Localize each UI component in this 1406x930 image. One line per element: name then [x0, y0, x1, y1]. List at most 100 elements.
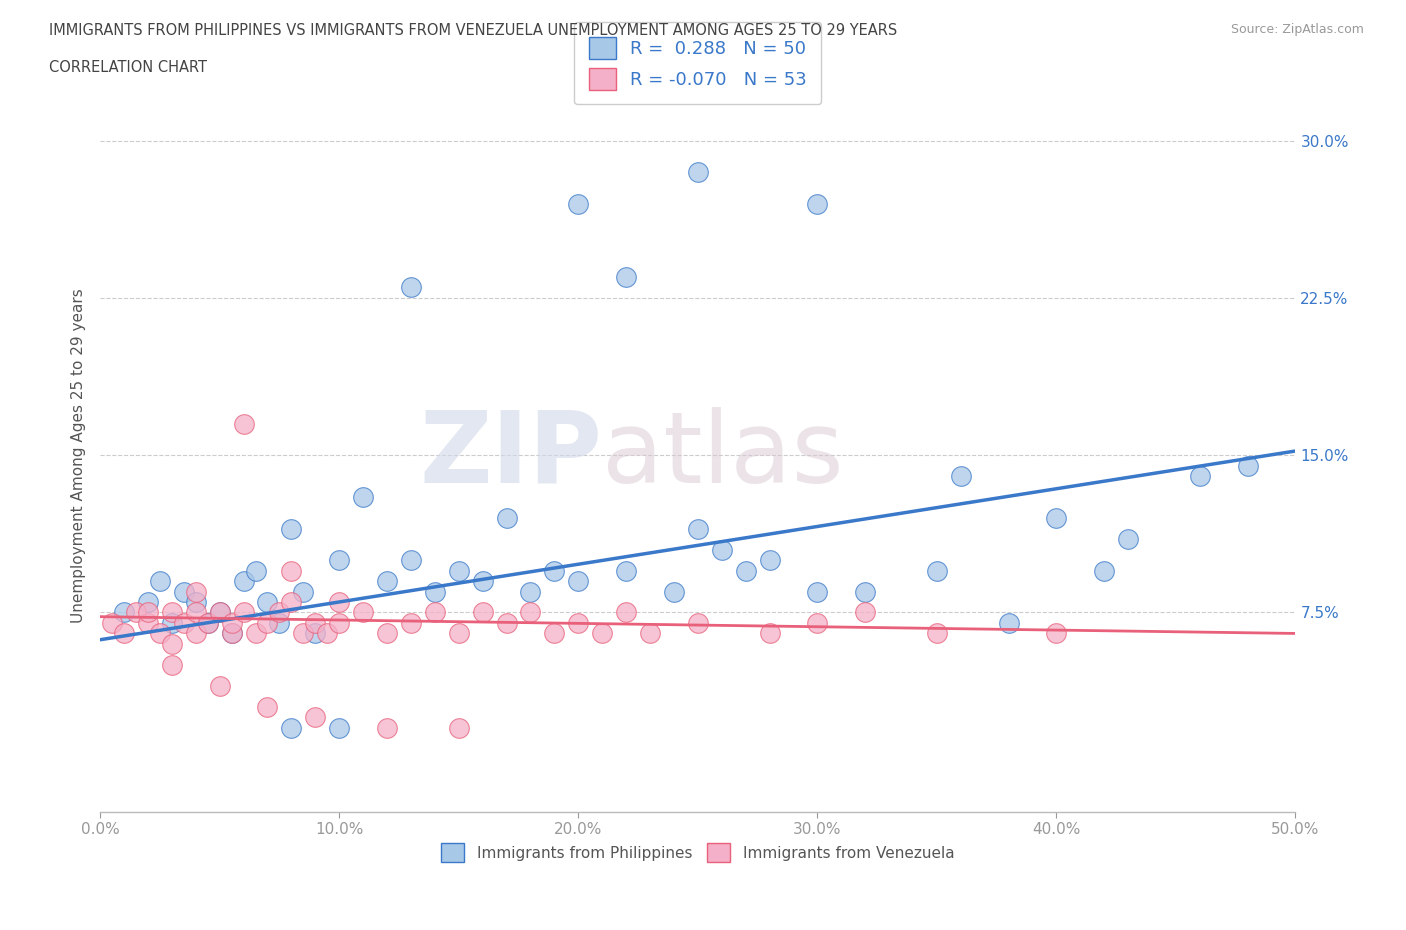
Point [245, 626, 267, 641]
Point [806, 196, 828, 211]
Point [208, 605, 231, 620]
Point [280, 563, 302, 578]
Point [1092, 563, 1115, 578]
Point [160, 616, 183, 631]
Point [184, 605, 207, 620]
Legend: Immigrants from Philippines, Immigrants from Venezuela: Immigrants from Philippines, Immigrants … [436, 837, 960, 869]
Point [925, 563, 948, 578]
Point [423, 605, 446, 620]
Point [375, 721, 398, 736]
Point [519, 584, 541, 599]
Point [1236, 458, 1258, 473]
Point [245, 563, 267, 578]
Point [232, 605, 254, 620]
Point [662, 584, 685, 599]
Point [399, 616, 422, 631]
Point [173, 584, 195, 599]
Point [567, 616, 589, 631]
Point [1045, 511, 1067, 525]
Point [591, 626, 613, 641]
Point [734, 563, 756, 578]
Point [149, 626, 172, 641]
Point [125, 605, 148, 620]
Point [447, 563, 470, 578]
Point [1045, 626, 1067, 641]
Point [256, 594, 278, 609]
Point [614, 270, 637, 285]
Point [495, 511, 517, 525]
Point [686, 616, 709, 631]
Point [328, 721, 350, 736]
Point [543, 563, 565, 578]
Point [949, 469, 972, 484]
Point [184, 584, 207, 599]
Point [316, 626, 339, 641]
Point [328, 616, 350, 631]
Text: IMMIGRANTS FROM PHILIPPINES VS IMMIGRANTS FROM VENEZUELA UNEMPLOYMENT AMONG AGES: IMMIGRANTS FROM PHILIPPINES VS IMMIGRANT… [49, 23, 897, 38]
Point [853, 605, 876, 620]
Point [614, 605, 637, 620]
Point [232, 417, 254, 432]
Point [221, 626, 243, 641]
Point [292, 584, 315, 599]
Point [112, 626, 135, 641]
Point [160, 658, 183, 672]
Point [447, 626, 470, 641]
Point [806, 584, 828, 599]
Point [160, 605, 183, 620]
Point [136, 594, 159, 609]
Point [173, 616, 195, 631]
Point [304, 710, 326, 724]
Text: atlas: atlas [602, 406, 844, 504]
Point [758, 552, 780, 567]
Point [399, 552, 422, 567]
Point [280, 721, 302, 736]
Point [304, 616, 326, 631]
Point [758, 626, 780, 641]
Point [567, 196, 589, 211]
Point [112, 605, 135, 620]
Point [638, 626, 661, 641]
Point [447, 721, 470, 736]
Point [280, 594, 302, 609]
Point [925, 626, 948, 641]
Point [806, 616, 828, 631]
Point [149, 574, 172, 589]
Point [471, 605, 494, 620]
Point [1116, 532, 1139, 547]
Text: CORRELATION CHART: CORRELATION CHART [49, 60, 207, 75]
Point [686, 165, 709, 179]
Point [423, 584, 446, 599]
Text: ZIP: ZIP [419, 406, 602, 504]
Point [375, 574, 398, 589]
Point [352, 490, 374, 505]
Point [208, 605, 231, 620]
Point [471, 574, 494, 589]
Point [269, 605, 291, 620]
Point [543, 626, 565, 641]
Point [184, 594, 207, 609]
Point [567, 574, 589, 589]
Point [399, 280, 422, 295]
Point [136, 616, 159, 631]
Point [519, 605, 541, 620]
Point [997, 616, 1019, 631]
Point [853, 584, 876, 599]
Point [328, 552, 350, 567]
Point [280, 521, 302, 536]
Point [256, 699, 278, 714]
Point [101, 616, 124, 631]
Point [710, 542, 733, 557]
Point [292, 626, 315, 641]
Point [269, 616, 291, 631]
Point [1188, 469, 1211, 484]
Point [208, 678, 231, 693]
Point [197, 616, 219, 631]
Point [328, 594, 350, 609]
Point [232, 574, 254, 589]
Point [221, 616, 243, 631]
Y-axis label: Unemployment Among Ages 25 to 29 years: Unemployment Among Ages 25 to 29 years [72, 287, 86, 622]
Point [614, 563, 637, 578]
Point [184, 626, 207, 641]
Point [495, 616, 517, 631]
